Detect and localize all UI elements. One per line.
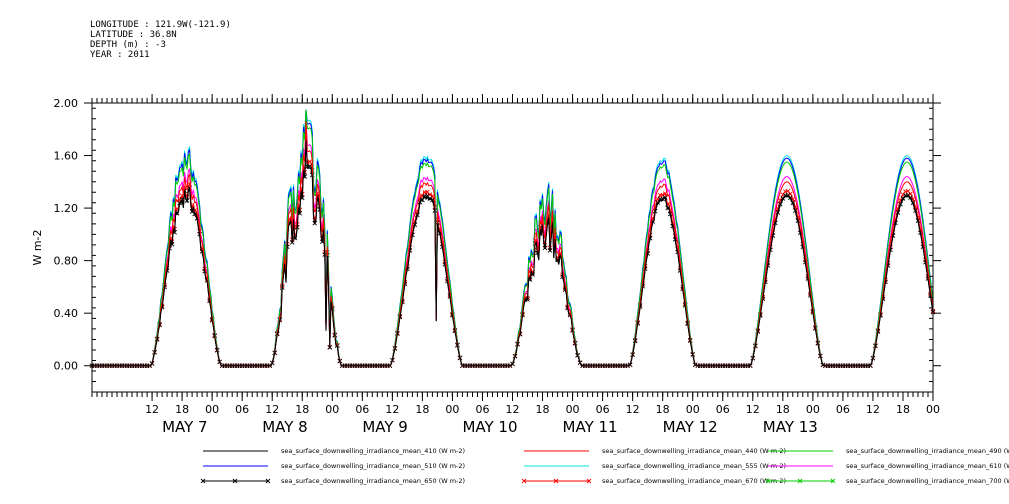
day-label: MAY 8 xyxy=(262,418,308,436)
header-longitude: LONGITUDE : 121.9W(-121.9) xyxy=(90,20,231,30)
day-label: MAY 11 xyxy=(563,418,618,436)
y-tick-label: 0.80 xyxy=(54,255,79,268)
legend-marker xyxy=(765,478,771,484)
legend-marker xyxy=(232,478,238,484)
dataset-header: LONGITUDE : 121.9W(-121.9) LATITUDE : 36… xyxy=(90,20,231,60)
x-tick-label: 18 xyxy=(175,403,189,416)
legend-label-8: sea_surface_downwelling_irradiance_mean_… xyxy=(846,477,1009,485)
y-tick-label: 0.40 xyxy=(54,307,79,320)
x-tick-label: 18 xyxy=(415,403,429,416)
x-tick-label: 00 xyxy=(205,403,219,416)
x-tick-label: 18 xyxy=(776,403,790,416)
x-tick-label: 00 xyxy=(806,403,820,416)
x-tick-label: 12 xyxy=(385,403,399,416)
legend-label-0: sea_surface_downwelling_irradiance_mean_… xyxy=(281,447,465,455)
x-tick-label: 18 xyxy=(896,403,910,416)
day-label: MAY 12 xyxy=(663,418,718,436)
y-axis-label: W m-2 xyxy=(31,229,44,265)
series-line-0 xyxy=(92,140,934,367)
x-tick-label: 18 xyxy=(295,403,309,416)
legend-label-1: sea_surface_downwelling_irradiance_mean_… xyxy=(602,447,786,455)
legend-label-6: sea_surface_downwelling_irradiance_mean_… xyxy=(281,477,465,485)
x-tick-label: 00 xyxy=(445,403,459,416)
header-depth: DEPTH (m) : -3 xyxy=(90,40,166,50)
y-tick-label: 0.00 xyxy=(54,360,79,373)
series-line-3 xyxy=(92,109,934,367)
x-tick-label: 18 xyxy=(536,403,550,416)
legend-label-2: sea_surface_downwelling_irradiance_mean_… xyxy=(846,447,1009,455)
x-tick-label: 00 xyxy=(686,403,700,416)
legend-marker xyxy=(265,478,271,484)
y-minor-ticks xyxy=(92,107,933,393)
x-tick-label: 06 xyxy=(235,403,249,416)
x-tick-label: 18 xyxy=(656,403,670,416)
series-layer xyxy=(89,109,936,369)
axes-layer: 12 18 00 06 12 18 00 06 12 18 00 06 12 18 00 06 12 18 00 06… xyxy=(31,94,941,436)
legend-marker xyxy=(200,478,206,484)
header-year: YEAR : 2011 xyxy=(90,50,150,60)
x-tick-label: 12 xyxy=(866,403,880,416)
legend-label-7: sea_surface_downwelling_irradiance_mean_… xyxy=(602,477,786,485)
x-tick-label: 12 xyxy=(265,403,279,416)
y-tick-label: 1.20 xyxy=(54,202,79,215)
series-line-1 xyxy=(92,121,934,367)
x-tick-label: 06 xyxy=(596,403,610,416)
series-line-5 xyxy=(92,114,934,367)
header-latitude: LATITUDE : 36.8N xyxy=(90,30,177,40)
x-tick-label: 00 xyxy=(926,403,940,416)
day-label: MAY 7 xyxy=(162,418,208,436)
day-label: MAY 13 xyxy=(763,418,818,436)
x-tick-label: 06 xyxy=(716,403,730,416)
legend-marker xyxy=(830,478,836,484)
x-tick-label: 00 xyxy=(325,403,339,416)
legend-marker xyxy=(521,478,527,484)
legend-label-3: sea_surface_downwelling_irradiance_mean_… xyxy=(281,462,465,470)
legend-marker xyxy=(586,478,592,484)
x-tick-label: 00 xyxy=(566,403,580,416)
x-tick-label: 12 xyxy=(626,403,640,416)
y-tick-label: 1.60 xyxy=(54,150,79,163)
x-tick-label: 06 xyxy=(475,403,489,416)
x-tick-label: 12 xyxy=(506,403,520,416)
x-tick-label: 12 xyxy=(145,403,159,416)
series-line-2 xyxy=(92,109,934,367)
day-label: MAY 9 xyxy=(362,418,408,436)
legend-label-4: sea_surface_downwelling_irradiance_mean_… xyxy=(602,462,786,470)
legend-marker xyxy=(553,478,559,484)
x-tick-label: 06 xyxy=(355,403,369,416)
x-tick-label: 06 xyxy=(836,403,850,416)
legend-marker xyxy=(797,478,803,484)
legend-label-5: sea_surface_downwelling_irradiance_mean_… xyxy=(846,462,1009,470)
day-label: MAY 10 xyxy=(462,418,517,436)
y-tick-label: 2.00 xyxy=(54,97,79,110)
x-tick-label: 12 xyxy=(746,403,760,416)
legend: sea_surface_downwelling_irradiance_mean_… xyxy=(200,447,1009,485)
series-line-4 xyxy=(92,109,934,367)
